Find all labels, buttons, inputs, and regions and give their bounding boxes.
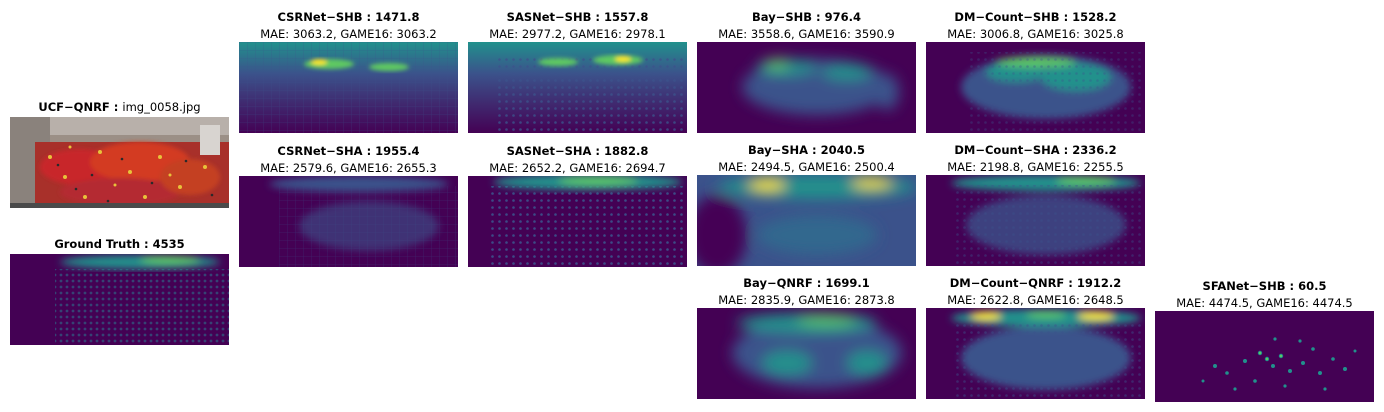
ground-truth-title: Ground Truth : 4535 xyxy=(54,237,185,251)
sasnet-sha-panel: SASNet−SHA : 1882.8 MAE: 2652.2, GAME16:… xyxy=(468,144,687,176)
source-crowd-photo xyxy=(10,117,229,208)
dmcount-qnrf-density-map xyxy=(926,308,1145,399)
sasnet-shb-panel: SASNet−SHB : 1557.8 MAE: 2977.2, GAME16:… xyxy=(468,10,687,42)
bay-qnrf-density-map xyxy=(697,308,916,399)
ground-truth-density-map xyxy=(10,254,229,345)
dmcount-shb-title: DM−Count−SHB : 1528.2 xyxy=(954,10,1117,24)
source-dataset-label: UCF−QNRF : xyxy=(38,100,119,114)
sasnet-sha-density-map xyxy=(468,176,687,267)
bay-qnrf-metrics: MAE: 2835.9, GAME16: 2873.8 xyxy=(718,293,895,307)
sasnet-shb-density-map xyxy=(468,42,687,133)
dmcount-qnrf-metrics: MAE: 2622.8, GAME16: 2648.5 xyxy=(947,293,1124,307)
dmcount-qnrf-title: DM−Count−QNRF : 1912.2 xyxy=(949,276,1122,290)
bay-shb-title: Bay−SHB : 976.4 xyxy=(752,10,861,24)
bay-sha-title: Bay−SHA : 2040.5 xyxy=(747,143,866,157)
source-panel: UCF−QNRF : img_0058.jpg xyxy=(10,100,229,114)
sasnet-shb-metrics: MAE: 2977.2, GAME16: 2978.1 xyxy=(489,27,666,41)
dmcount-sha-density-map xyxy=(926,175,1145,266)
dmcount-shb-metrics: MAE: 3006.8, GAME16: 3025.8 xyxy=(947,27,1124,41)
csrnet-sha-metrics: MAE: 2579.6, GAME16: 2655.3 xyxy=(260,161,437,175)
bay-sha-panel: Bay−SHA : 2040.5 MAE: 2494.5, GAME16: 25… xyxy=(697,143,916,175)
bay-qnrf-panel: Bay−QNRF : 1699.1 MAE: 2835.9, GAME16: 2… xyxy=(697,276,916,308)
dmcount-sha-title: DM−Count−SHA : 2336.2 xyxy=(954,143,1117,157)
dmcount-sha-panel: DM−Count−SHA : 2336.2 MAE: 2198.8, GAME1… xyxy=(926,143,1145,175)
source-filename: img_0058.jpg xyxy=(122,100,201,114)
bay-qnrf-title: Bay−QNRF : 1699.1 xyxy=(743,276,870,290)
source-title: UCF−QNRF : img_0058.jpg xyxy=(10,100,229,114)
sasnet-sha-title: SASNet−SHA : 1882.8 xyxy=(506,144,649,158)
sfanet-shb-panel: SFANet−SHB : 60.5 MAE: 4474.5, GAME16: 4… xyxy=(1155,279,1374,311)
csrnet-sha-title: CSRNet−SHA : 1955.4 xyxy=(277,144,420,158)
dmcount-sha-metrics: MAE: 2198.8, GAME16: 2255.5 xyxy=(947,160,1124,174)
bay-shb-metrics: MAE: 3558.6, GAME16: 3590.9 xyxy=(718,27,895,41)
csrnet-sha-density-map xyxy=(239,176,458,267)
bay-shb-density-map xyxy=(697,42,916,133)
sasnet-sha-metrics: MAE: 2652.2, GAME16: 2694.7 xyxy=(489,161,666,175)
csrnet-shb-panel: CSRNet−SHB : 1471.8 MAE: 3063.2, GAME16:… xyxy=(239,10,458,42)
sfanet-shb-density-map xyxy=(1155,311,1374,402)
dmcount-shb-density-map xyxy=(926,42,1145,133)
csrnet-shb-metrics: MAE: 3063.2, GAME16: 3063.2 xyxy=(260,27,437,41)
csrnet-sha-panel: CSRNet−SHA : 1955.4 MAE: 2579.6, GAME16:… xyxy=(239,144,458,176)
bay-sha-metrics: MAE: 2494.5, GAME16: 2500.4 xyxy=(718,160,895,174)
sfanet-shb-title: SFANet−SHB : 60.5 xyxy=(1202,279,1327,293)
dmcount-shb-panel: DM−Count−SHB : 1528.2 MAE: 3006.8, GAME1… xyxy=(926,10,1145,42)
bay-shb-panel: Bay−SHB : 976.4 MAE: 3558.6, GAME16: 359… xyxy=(697,10,916,42)
csrnet-shb-density-map xyxy=(239,42,458,133)
sasnet-shb-title: SASNet−SHB : 1557.8 xyxy=(506,10,649,24)
bay-sha-density-map xyxy=(697,175,916,266)
ground-truth-panel: Ground Truth : 4535 xyxy=(10,237,229,251)
sfanet-shb-metrics: MAE: 4474.5, GAME16: 4474.5 xyxy=(1176,296,1353,310)
csrnet-shb-title: CSRNet−SHB : 1471.8 xyxy=(277,10,420,24)
dmcount-qnrf-panel: DM−Count−QNRF : 1912.2 MAE: 2622.8, GAME… xyxy=(926,276,1145,308)
